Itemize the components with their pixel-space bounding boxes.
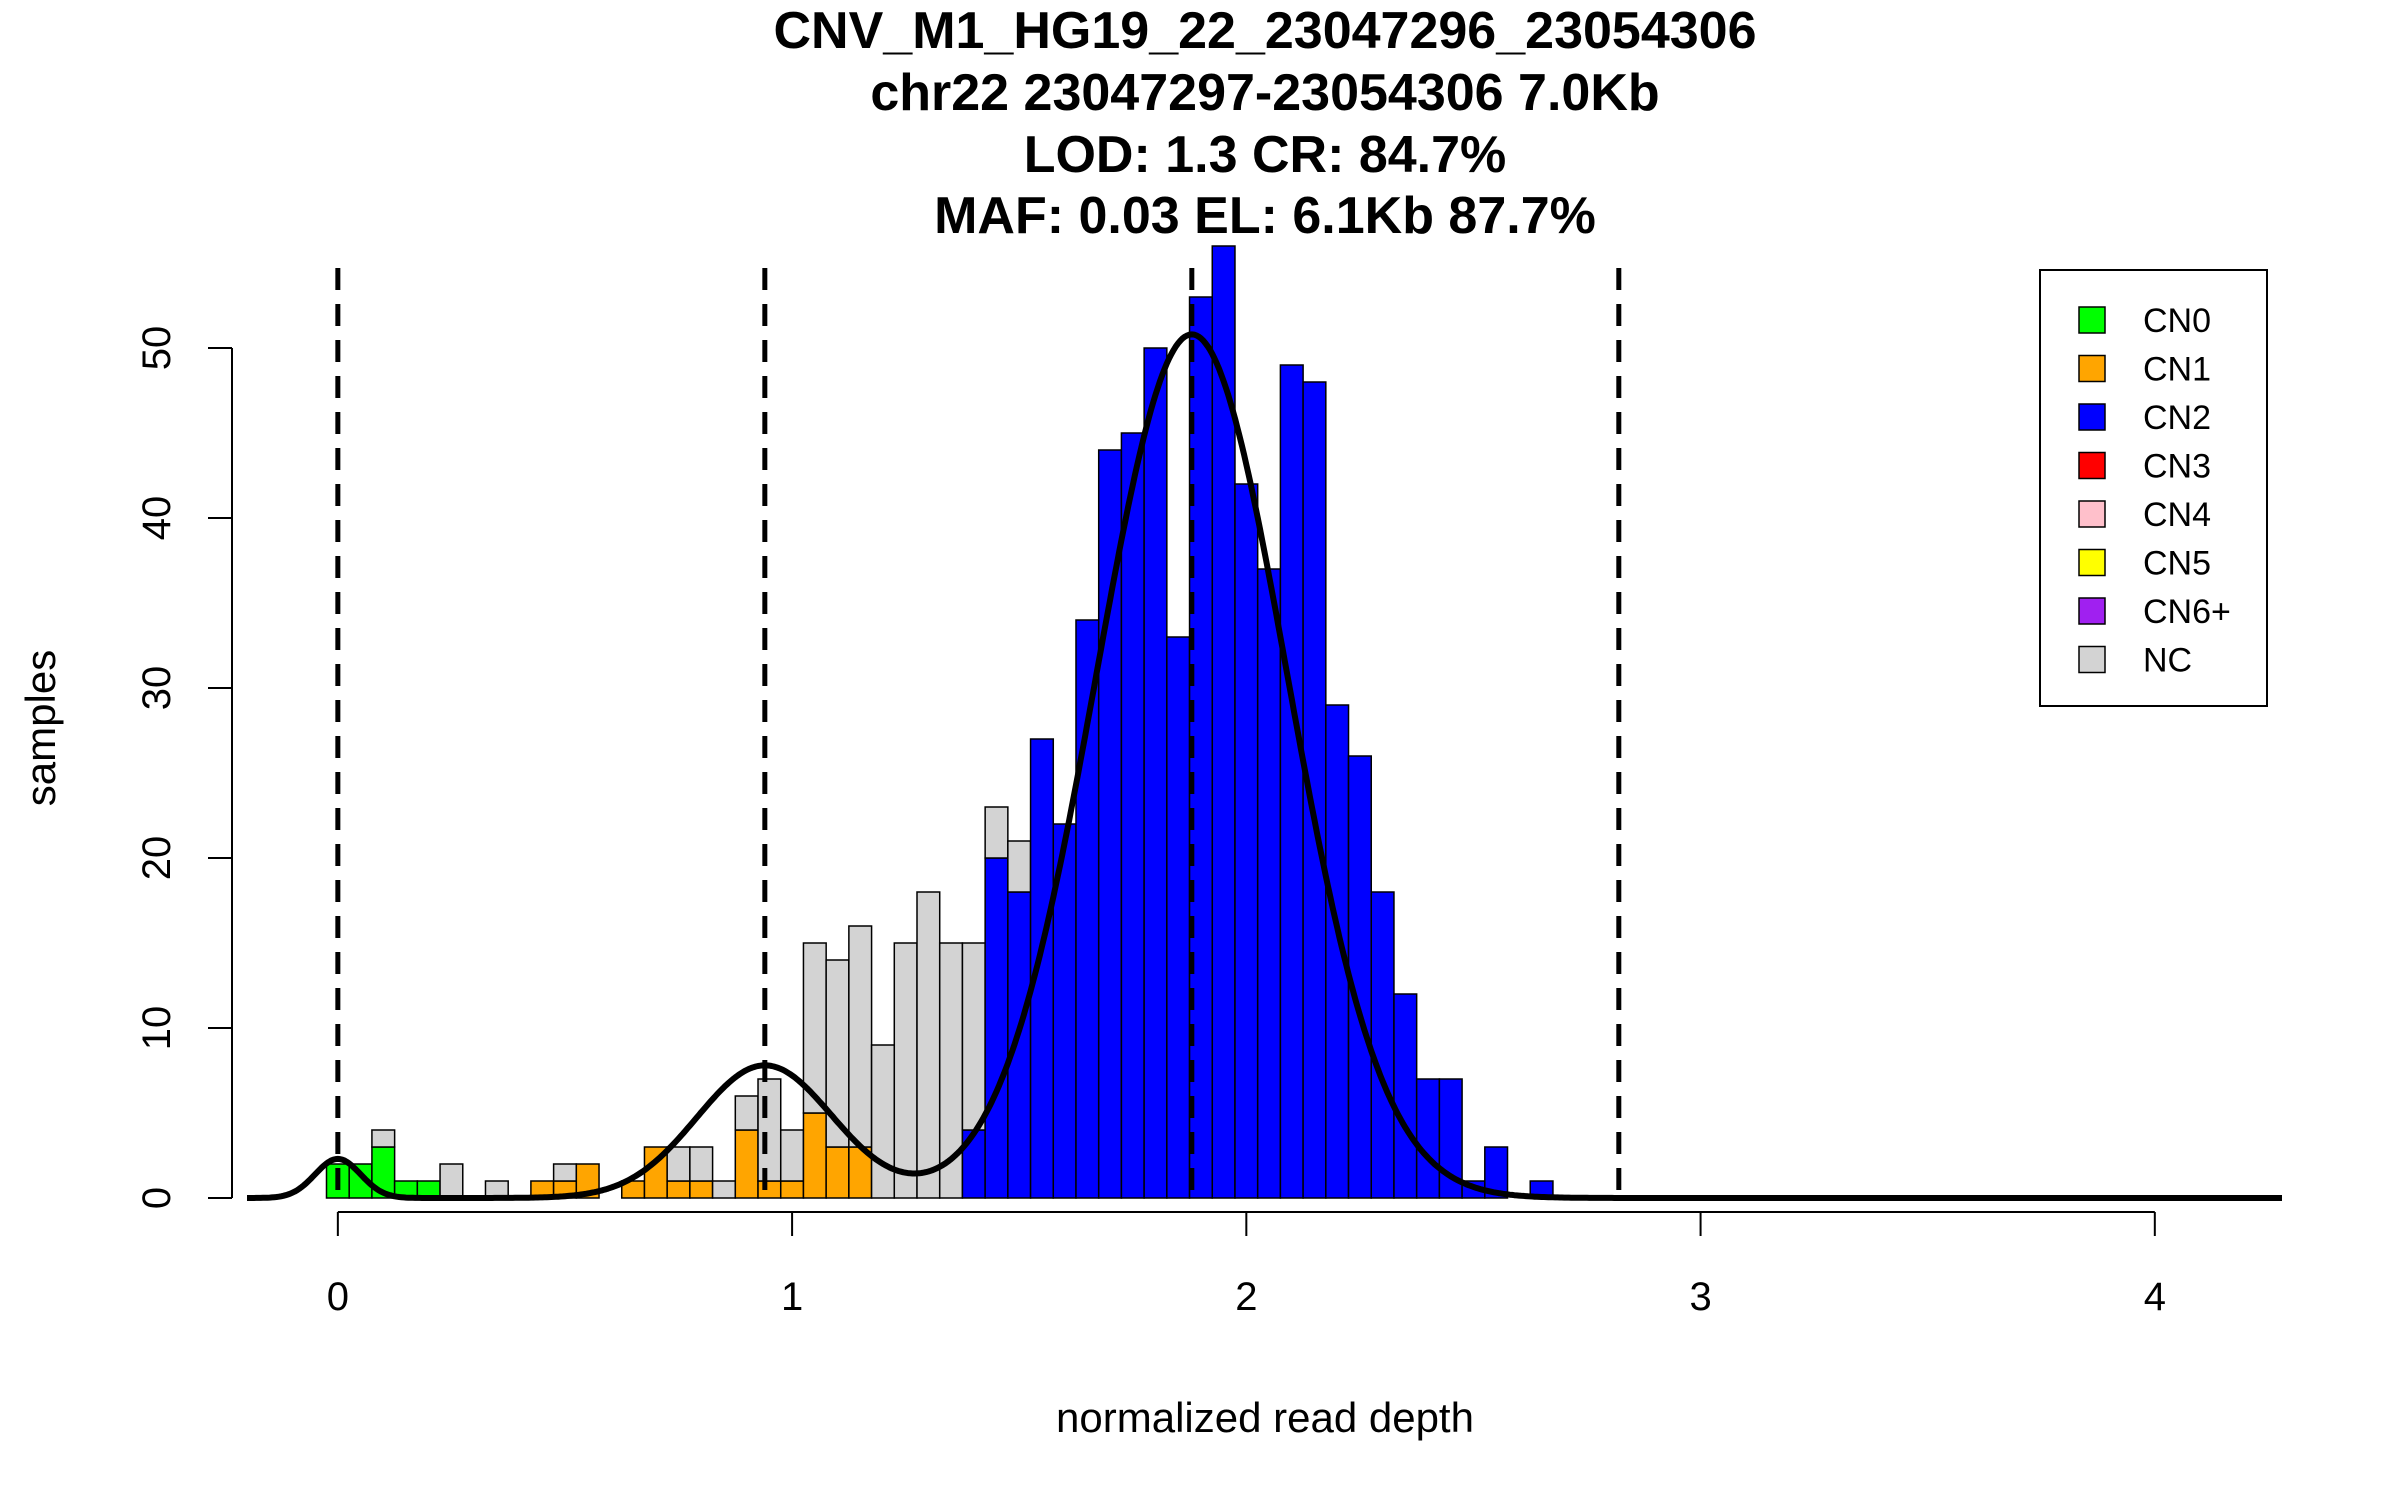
histogram-bar — [984, 806, 1009, 859]
legend-label: CN4 — [2143, 496, 2211, 534]
histogram-bar — [1234, 483, 1259, 1199]
legend-label: CN2 — [2143, 399, 2211, 437]
legend-label: CN6+ — [2143, 593, 2231, 631]
mixture-fit-curve — [246, 331, 2283, 1201]
histogram-bar — [1438, 1078, 1463, 1199]
histogram-bar — [439, 1163, 464, 1199]
histogram-bar — [552, 1163, 578, 1182]
legend: CN0 CN1 CN2 CN3 CN4 CN5 CN6+ NC — [2039, 269, 2268, 707]
histogram-bar — [779, 1180, 805, 1199]
histogram-bar — [371, 1129, 396, 1148]
legend-swatch — [2078, 306, 2106, 334]
legend-swatch — [2078, 548, 2106, 577]
legend-label: CN1 — [2143, 351, 2211, 389]
legend-label: CN3 — [2143, 448, 2211, 486]
fit-curves — [246, 331, 2283, 1201]
histogram-bar — [1007, 840, 1032, 893]
histogram-bar — [848, 925, 873, 1148]
title-line-4: MAF: 0.03 EL: 6.1Kb 87.7% — [934, 187, 1596, 245]
histogram-bar — [1143, 347, 1168, 1199]
legend-label: CN5 — [2143, 545, 2211, 583]
histogram-bar — [757, 1180, 782, 1199]
legend-swatch — [2078, 354, 2106, 383]
x-tick-label: 3 — [1689, 1275, 1711, 1319]
histogram-bar — [757, 1078, 782, 1182]
y-tick-label: 40 — [135, 496, 179, 541]
histogram-bar — [1484, 1146, 1509, 1199]
histogram-bar — [893, 942, 918, 1199]
x-tick-label: 1 — [781, 1275, 803, 1319]
histogram-bar — [1415, 1078, 1441, 1199]
legend-swatch — [2078, 597, 2106, 625]
histogram-bar — [689, 1180, 714, 1199]
histogram-bar — [734, 1129, 759, 1199]
title-line-1: CNV_M1_HG19_22_23047296_23054306 — [773, 2, 1756, 60]
histogram-bar — [1393, 993, 1418, 1199]
histogram-bar — [916, 891, 941, 1199]
histogram-bar — [689, 1146, 714, 1182]
histogram-bar — [961, 942, 986, 1131]
y-tick-label: 50 — [135, 326, 179, 371]
histogram-bar — [802, 1112, 827, 1199]
title-line-2: chr22 23047297-23054306 7.0Kb — [870, 64, 1659, 122]
legend-label: CN0 — [2143, 302, 2211, 340]
y-tick-label: 0 — [135, 1187, 179, 1209]
x-tick-label: 0 — [327, 1275, 349, 1319]
histogram-bars — [325, 245, 1554, 1199]
title-line-3: LOD: 1.3 CR: 84.7% — [1024, 126, 1507, 184]
legend-swatch — [2078, 645, 2106, 674]
legend-swatch — [2078, 451, 2106, 480]
histogram-bar — [1370, 891, 1395, 1199]
histogram-bar — [734, 1095, 759, 1131]
legend-swatch — [2078, 500, 2106, 528]
histogram-bar — [666, 1180, 691, 1199]
histogram-bar — [1256, 568, 1282, 1199]
histogram-bar — [1075, 619, 1100, 1199]
histogram-bar — [825, 1146, 850, 1199]
x-axis: 0 1 2 3 4 — [327, 1211, 2166, 1319]
histogram-bar — [1166, 636, 1191, 1199]
histogram-bar — [779, 1129, 805, 1182]
x-tick-label: 4 — [2144, 1275, 2166, 1319]
histogram-bar — [711, 1180, 737, 1199]
legend-box — [2039, 269, 2268, 707]
y-tick-label: 20 — [135, 836, 179, 881]
y-tick-label: 30 — [135, 666, 179, 711]
y-tick-label: 10 — [135, 1006, 179, 1051]
histogram-bar — [870, 1044, 896, 1199]
histogram-bar — [666, 1146, 691, 1182]
histogram-bar — [984, 857, 1009, 1199]
dashed-lines — [335, 268, 1622, 1198]
y-axis: 0 10 20 30 40 50 — [135, 326, 233, 1209]
legend-swatch — [2078, 403, 2106, 431]
legend-label: NC — [2143, 642, 2192, 680]
y-axis-label: samples — [17, 650, 64, 806]
x-axis-label: normalized read depth — [1056, 1394, 1474, 1441]
x-tick-label: 2 — [1235, 1275, 1257, 1319]
histogram-bar — [1279, 364, 1304, 1199]
histogram-bar — [1120, 432, 1145, 1199]
